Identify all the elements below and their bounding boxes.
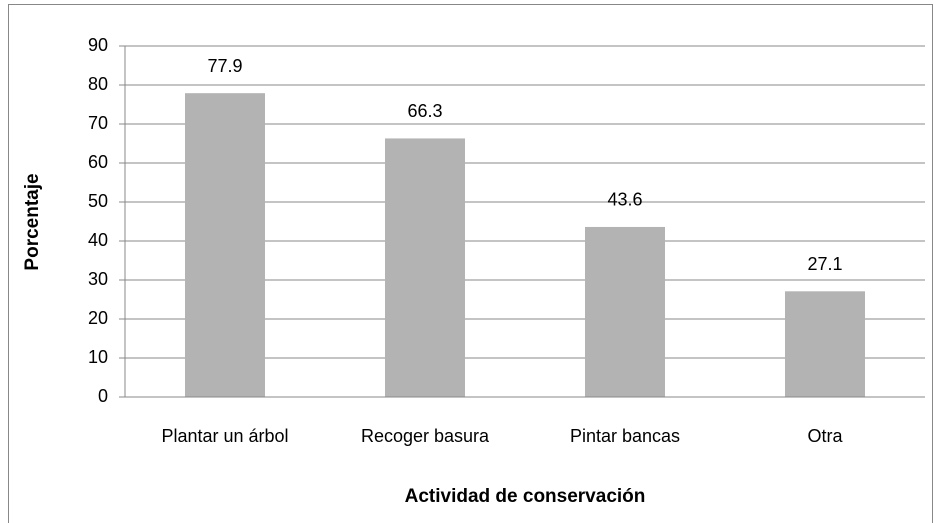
y-tick-label: 90 <box>88 35 108 55</box>
y-tick-label: 40 <box>88 230 108 250</box>
x-tick-label: Pintar bancas <box>570 426 680 446</box>
data-label: 77.9 <box>207 56 242 76</box>
y-tick-label: 50 <box>88 191 108 211</box>
x-tick-label: Otra <box>807 426 843 446</box>
y-tick-label: 30 <box>88 269 108 289</box>
data-label: 43.6 <box>607 190 642 210</box>
data-label: 66.3 <box>407 101 442 121</box>
data-label: 27.1 <box>807 254 842 274</box>
bar <box>585 226 665 397</box>
chart-border <box>8 4 933 523</box>
x-tick-label: Recoger basura <box>361 426 490 446</box>
y-tick-label: 80 <box>88 74 108 94</box>
y-tick-label: 20 <box>88 308 108 328</box>
y-tick-label: 0 <box>98 386 108 406</box>
y-tick-label: 70 <box>88 113 108 133</box>
y-tick-label: 60 <box>88 152 108 172</box>
x-tick-label: Plantar un árbol <box>161 426 288 446</box>
y-tick-label: 10 <box>88 347 108 367</box>
y-axis-title: Porcentaje <box>22 173 43 270</box>
x-axis-title: Actividad de conservación <box>405 486 646 507</box>
bar <box>385 138 465 397</box>
bar <box>785 291 865 397</box>
bar <box>185 93 265 397</box>
